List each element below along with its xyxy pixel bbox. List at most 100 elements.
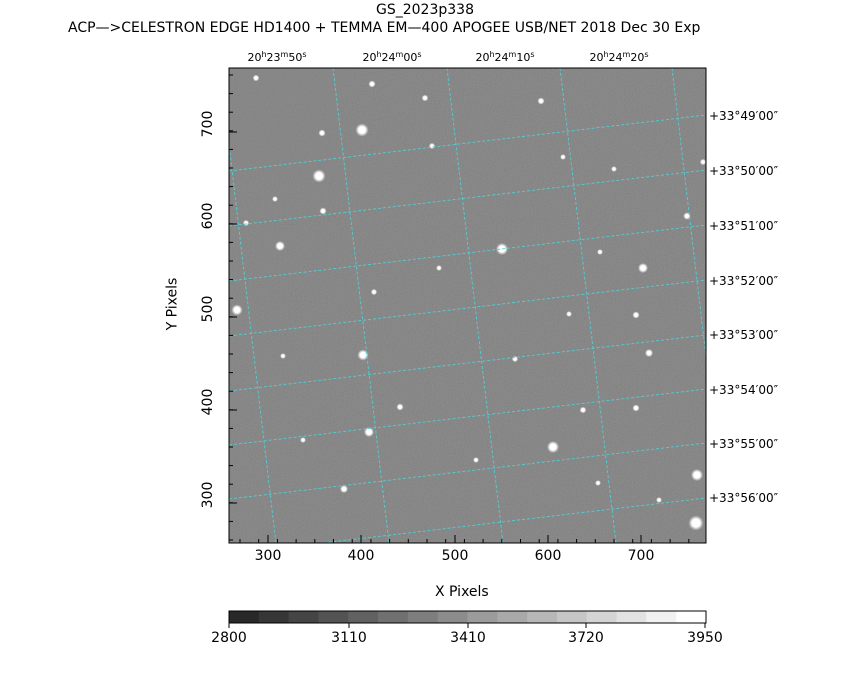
x-axis-label: X Pixels (435, 584, 489, 600)
x-tick-label: 700 (627, 548, 655, 564)
star-core (437, 266, 441, 270)
dec-grid-line (229, 279, 706, 337)
star-core (366, 429, 372, 435)
dec-tick-label: +33°52′00″ (709, 274, 779, 288)
star-core (567, 312, 571, 316)
star-core (691, 518, 701, 528)
sky-vignette (229, 68, 349, 178)
star-core (498, 245, 506, 253)
colorbar-segment (348, 611, 379, 623)
ra-tick-label: 20h24m00s (362, 50, 421, 64)
dec-tick-label: +33°50′00″ (709, 164, 779, 178)
dec-tick-label: +33°49′00″ (709, 109, 779, 123)
star-core (634, 313, 638, 317)
star-core (701, 160, 705, 164)
star-core (273, 197, 277, 201)
colorbar-segment (616, 611, 647, 623)
x-tick-label: 400 (347, 548, 375, 564)
star-core (539, 99, 543, 103)
x-tick-label: 600 (534, 548, 562, 564)
plot-frame (228, 67, 707, 544)
x-tick-label: 500 (441, 548, 469, 564)
star-core (647, 351, 651, 355)
star-core (423, 96, 427, 100)
colorbar-label: 3410 (450, 630, 486, 646)
colorbar-label: 2800 (211, 630, 247, 646)
dec-grid-line (229, 334, 706, 392)
dec-grid-line (229, 442, 706, 500)
colorbar-segment (318, 611, 349, 623)
star-core (372, 290, 376, 294)
ra-tick-label: 20h24m10s (475, 50, 534, 64)
colorbar-segment (527, 611, 558, 623)
colorbar-segment (646, 611, 677, 623)
colorbar-label: 3950 (687, 630, 723, 646)
dec-grid-line (229, 169, 706, 227)
colorbar-segment (378, 611, 409, 623)
y-axis-label: Y Pixels (164, 277, 181, 331)
y-tick-label: 400 (200, 388, 216, 416)
star-core (234, 307, 240, 313)
star-core (612, 167, 616, 171)
star-core (315, 172, 323, 180)
star-core (640, 265, 646, 271)
star-core (430, 144, 434, 148)
star-core (321, 209, 325, 213)
star-core (596, 481, 600, 485)
colorbar-label: 3110 (331, 630, 367, 646)
colorbar-segment (467, 611, 498, 623)
star-core (549, 443, 557, 451)
star-core (342, 487, 346, 491)
star-core (561, 155, 565, 159)
dec-tick-label: +33°51′00″ (709, 219, 779, 233)
star-core (513, 357, 517, 361)
dec-tick-label: +33°55′00″ (709, 437, 779, 451)
star-core (634, 406, 638, 410)
dec-grid-line (229, 388, 706, 446)
x-tick-label: 300 (254, 548, 282, 564)
star-core (693, 471, 701, 479)
star-core (320, 131, 324, 135)
image-title: GS_2023p338 (376, 2, 474, 18)
y-tick-label: 600 (200, 202, 216, 230)
star-core (398, 405, 402, 409)
ra-grid-line (112, 68, 168, 543)
colorbar-segment (288, 611, 319, 623)
colorbar-segment (258, 611, 290, 623)
y-tick-label: 500 (200, 295, 216, 323)
observation-subtitle: ACP—>CELESTRON EDGE HD1400 + TEMMA EM—40… (68, 20, 701, 36)
star-core (581, 408, 585, 412)
dec-grid-line (318, 497, 706, 543)
colorbar-segment (676, 611, 707, 623)
y-tick-label: 700 (200, 110, 216, 138)
star-core (254, 76, 258, 80)
sky-noise (229, 68, 706, 543)
star-core (685, 214, 689, 218)
star-core (281, 354, 285, 358)
ra-grid-line (105, 68, 161, 543)
colorbar-segment (407, 611, 439, 623)
dec-tick-label: +33°53′00″ (709, 328, 779, 342)
dec-tick-label: +33°54′00″ (709, 383, 779, 397)
colorbar (228, 610, 707, 628)
colorbar-segment (437, 611, 468, 623)
colorbar-segment (497, 611, 528, 623)
colorbar-segment (556, 611, 588, 623)
colorbar-label: 3720 (568, 630, 604, 646)
star-core (301, 438, 305, 442)
star-core (657, 498, 661, 502)
colorbar-segment (229, 611, 260, 623)
ra-tick-label: 20h23m50s (247, 50, 306, 64)
ra-tick-label: 20h24m20s (589, 50, 648, 64)
dec-grid-line (229, 114, 706, 172)
star-core (370, 82, 374, 86)
colorbar-segment (586, 611, 618, 623)
dec-tick-label: +33°56′00″ (709, 491, 779, 505)
star-core (598, 250, 602, 254)
image-area (105, 67, 707, 544)
star-core (474, 458, 478, 462)
y-tick-label: 300 (200, 481, 216, 509)
star-core (277, 243, 283, 249)
dec-grid-line (229, 224, 706, 282)
